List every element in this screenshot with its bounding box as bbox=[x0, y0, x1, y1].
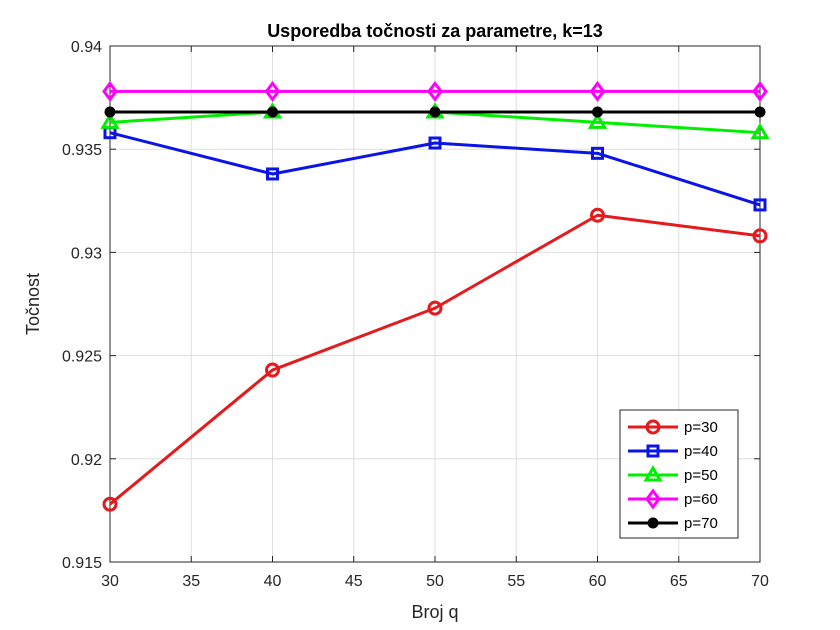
legend-marker bbox=[647, 517, 659, 529]
series-p-60 bbox=[102, 80, 768, 102]
legend-label: p=60 bbox=[684, 491, 718, 508]
data-point bbox=[587, 112, 608, 129]
x-tick-label: 35 bbox=[182, 573, 200, 590]
series-p-40 bbox=[103, 126, 767, 212]
x-tick-label: 50 bbox=[426, 573, 444, 590]
legend: p=30 p=40 p=50 p=60 p=70 bbox=[619, 409, 739, 539]
legend-item: p=70 bbox=[628, 515, 718, 532]
data-point bbox=[267, 106, 278, 118]
data-point bbox=[589, 80, 606, 102]
data-point bbox=[100, 112, 120, 129]
y-tick-label: 0.92 bbox=[71, 452, 102, 469]
x-tick-labels: 30 35 40 45 50 55 60 65 70 bbox=[101, 573, 769, 590]
data-point bbox=[429, 106, 441, 118]
legend-item: p=60 bbox=[628, 488, 718, 510]
y-tick-label: 0.93 bbox=[71, 245, 102, 262]
axes bbox=[109, 45, 761, 563]
data-point bbox=[428, 136, 442, 150]
legend-marker bbox=[643, 465, 663, 482]
x-tick-label: 45 bbox=[345, 573, 363, 590]
series-line bbox=[109, 213, 761, 506]
data-point bbox=[104, 106, 116, 118]
legend-marker bbox=[645, 488, 661, 510]
data-point bbox=[102, 80, 118, 102]
data-point bbox=[592, 106, 603, 118]
legend-label: p=70 bbox=[684, 515, 718, 532]
data-point bbox=[266, 167, 279, 181]
legend-label: p=50 bbox=[684, 467, 718, 484]
legend-item: p=40 bbox=[628, 443, 718, 460]
data-point bbox=[752, 228, 768, 244]
data-point bbox=[752, 80, 768, 102]
legend-label: p=30 bbox=[684, 419, 718, 436]
x-axis-label: Broj q bbox=[411, 602, 458, 622]
legend-marker bbox=[646, 444, 660, 458]
series-group bbox=[100, 80, 770, 512]
x-tick-label: 70 bbox=[751, 573, 769, 590]
data-point bbox=[102, 496, 118, 512]
data-point bbox=[754, 106, 766, 118]
series-p-30 bbox=[102, 207, 768, 512]
x-tick-label: 40 bbox=[264, 573, 282, 590]
x-tick-label: 55 bbox=[507, 573, 525, 590]
data-point bbox=[750, 122, 770, 140]
y-tick-labels: 0.915 0.92 0.925 0.93 0.935 0.94 bbox=[62, 39, 102, 572]
legend-item: p=50 bbox=[628, 465, 718, 484]
data-point bbox=[590, 207, 605, 223]
data-point bbox=[264, 80, 281, 102]
x-tick-label: 65 bbox=[670, 573, 688, 590]
y-axis-label: Točnost bbox=[23, 273, 43, 335]
legend-label: p=40 bbox=[684, 443, 718, 460]
data-point bbox=[427, 80, 443, 102]
legend-item: p=30 bbox=[628, 419, 718, 436]
y-tick-label: 0.935 bbox=[62, 142, 102, 159]
legend-marker bbox=[645, 419, 661, 435]
y-tick-label: 0.94 bbox=[71, 39, 102, 56]
series-line bbox=[109, 131, 761, 207]
data-point bbox=[591, 146, 604, 160]
y-tick-label: 0.925 bbox=[62, 349, 102, 366]
x-tick-label: 60 bbox=[589, 573, 607, 590]
series-p-70 bbox=[104, 106, 766, 118]
x-tick-label: 30 bbox=[101, 573, 119, 590]
data-point bbox=[265, 362, 280, 378]
data-point bbox=[753, 198, 767, 212]
chart-title: Usporedba točnosti za parametre, k=13 bbox=[267, 21, 603, 41]
data-point bbox=[427, 300, 443, 316]
y-tick-label: 0.915 bbox=[62, 555, 102, 572]
